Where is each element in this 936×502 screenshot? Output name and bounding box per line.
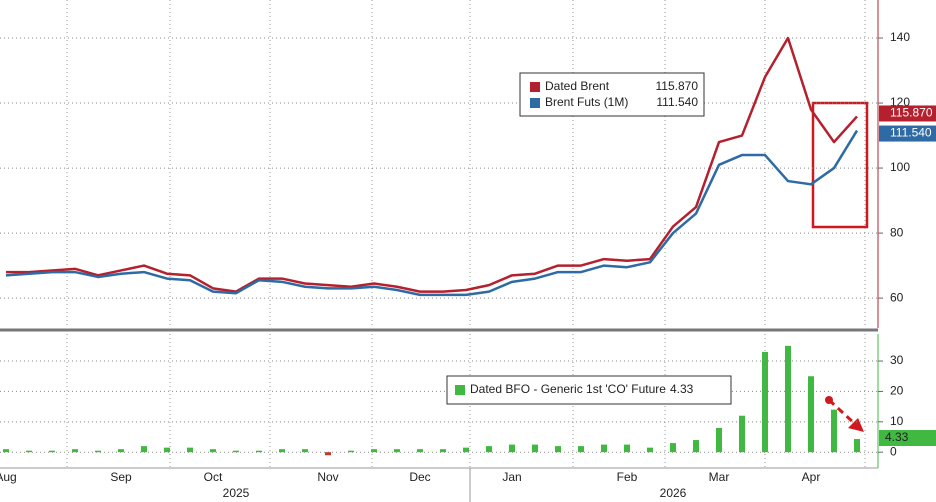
line-series <box>6 36 858 293</box>
legend-value: 111.540 <box>656 95 698 109</box>
legend-box <box>519 72 705 117</box>
bar <box>739 415 745 453</box>
bar <box>440 449 446 453</box>
y-tick-label: 30 <box>890 353 904 367</box>
last-value-label: 115.870 <box>890 106 933 120</box>
last-value-badge <box>879 125 936 142</box>
bar <box>716 427 722 453</box>
bar <box>854 439 860 453</box>
bar <box>118 449 124 453</box>
x-tick-label: Dec <box>409 470 430 484</box>
bar <box>486 446 492 453</box>
legend-box <box>446 375 732 405</box>
x-tick-label: Sep <box>110 470 132 484</box>
bar <box>210 449 216 453</box>
bar <box>463 447 469 453</box>
x-tick-label: Nov <box>317 470 338 484</box>
bar <box>578 446 584 453</box>
bar <box>532 444 538 453</box>
bar <box>72 449 78 453</box>
bar <box>762 351 768 453</box>
last-value-badge <box>879 105 936 122</box>
legend-value: 4.33 <box>670 382 694 396</box>
y-tick-label: 0 <box>890 444 897 458</box>
legend-label: Brent Futs (1M) <box>545 95 628 109</box>
x-tick-label: Apr <box>802 470 821 484</box>
bar <box>141 446 147 453</box>
legend-label: Dated Brent <box>545 79 610 93</box>
legend-name: Dated BFO - Generic 1st 'CO' Future <box>470 382 666 396</box>
bar <box>647 447 653 453</box>
y-tick-label: 10 <box>890 414 904 428</box>
line-series <box>5 129 859 297</box>
legend-swatch <box>455 385 465 395</box>
bar <box>95 450 101 453</box>
y-tick-label: 140 <box>890 30 910 44</box>
bar <box>302 449 308 453</box>
x-year-label: 2025 <box>223 486 250 500</box>
x-tick-label: Aug <box>0 470 17 484</box>
x-tick-label: Jan <box>502 470 521 484</box>
bar <box>3 449 9 453</box>
x-tick-label: Mar <box>709 470 730 484</box>
bar <box>233 450 239 453</box>
y-tick-label: 100 <box>890 160 910 174</box>
x-tick-label: Feb <box>617 470 638 484</box>
bar <box>601 444 607 453</box>
legend-value: 115.870 <box>656 79 699 93</box>
bar <box>831 409 837 453</box>
legend-swatch <box>530 82 540 92</box>
arrow-line <box>827 398 856 425</box>
x-year-label: 2026 <box>660 486 687 500</box>
last-value-label: 4.33 <box>885 430 909 444</box>
arrow-start <box>825 396 833 404</box>
arrow-head <box>848 418 864 432</box>
bar <box>394 449 400 453</box>
y-tick-label: 60 <box>890 290 904 304</box>
legend: Dated BFO - Generic 1st 'CO' Future 4.33 <box>446 375 732 405</box>
bar <box>808 376 814 453</box>
legend: Dated Brent 115.870 Brent Futs (1M) 111.540 <box>519 72 705 117</box>
bar <box>555 446 561 453</box>
bar <box>256 450 262 453</box>
bar <box>348 450 354 453</box>
bar <box>785 345 791 453</box>
bar <box>371 449 377 453</box>
legend-swatch <box>530 98 540 108</box>
last-value-badge <box>879 430 936 446</box>
bar <box>26 450 32 453</box>
bar <box>164 447 170 453</box>
y-tick-label: 80 <box>890 225 904 239</box>
legend-label: Dated BFO - Generic 1st 'CO' Future 4.33 <box>470 382 694 396</box>
bar <box>624 444 630 453</box>
x-tick-label: Oct <box>204 470 223 484</box>
bar <box>509 444 515 453</box>
bar <box>325 452 331 456</box>
bar <box>693 440 699 453</box>
y-tick-label: 20 <box>890 384 904 398</box>
last-value-label: 111.540 <box>890 126 932 140</box>
bar <box>187 447 193 453</box>
bar <box>279 449 285 453</box>
bar <box>417 449 423 453</box>
bar <box>49 450 55 453</box>
bar <box>670 443 676 453</box>
